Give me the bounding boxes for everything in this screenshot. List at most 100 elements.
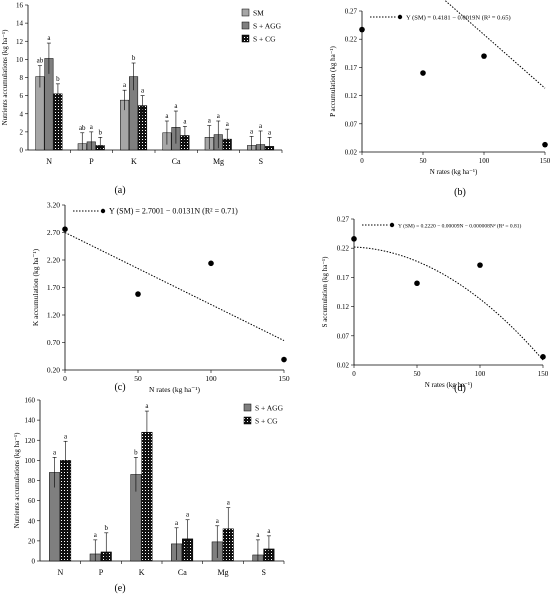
panel-a: 0 2 4 6 8 10 12 14 16 Nutrients accumulations (kg…	[1, 2, 283, 166]
legend-label: S + CG	[255, 417, 278, 426]
y-tick-label: 80	[28, 477, 36, 485]
legend-label: Y (SM) = 0.2220 − 0.00009N − 0.000008N² …	[398, 223, 522, 230]
caption-d: (d)	[454, 383, 466, 394]
y-tick-label: 0.12	[337, 303, 350, 311]
x-tick-label: Ca	[172, 157, 181, 166]
captions: (a) (b) (c) (d) (e)	[114, 185, 465, 594]
significance-letter: a	[174, 102, 178, 110]
legend-swatch	[241, 34, 250, 43]
y-tick-label: 0.02	[337, 362, 350, 370]
y-axis-label-d: S accumulation (kg ha⁻¹)	[321, 256, 329, 328]
y-tick-label: 6	[20, 92, 24, 100]
x-tick-label: 0	[63, 374, 67, 383]
y-tick-label: 2.20	[47, 256, 60, 265]
y-axis-label-e: Nutrients accumulations (kg ha⁻¹)	[13, 432, 21, 528]
y-tick-label: 2.70	[47, 228, 60, 237]
y-tick-label: 8	[20, 74, 24, 82]
data-point	[135, 291, 141, 297]
panel-b: 0.02 0.07 0.12 0.17 0.22 0.27 0 50 100 150 N rates…	[329, 0, 550, 176]
y-axis-label-b: P accumulation (kg ha⁻¹)	[329, 46, 337, 117]
y-tick-label: 0.22	[337, 245, 350, 253]
x-tick-label: 0	[360, 157, 364, 165]
significance-letter: a	[183, 117, 187, 125]
legend-label: SM	[253, 9, 264, 18]
data-point	[62, 226, 68, 232]
y-tick-label: 0.07	[337, 332, 350, 340]
y-tick-label: 16	[16, 2, 24, 10]
caption-a: (a)	[114, 185, 125, 196]
significance-letter: a	[64, 432, 68, 440]
significance-letter: a	[47, 34, 51, 42]
x-tick-label: P	[99, 568, 104, 577]
significance-letter: a	[227, 499, 231, 507]
x-tick-label: Mg	[217, 568, 228, 577]
legend-marker	[100, 208, 106, 214]
y-tick-label: 10	[16, 56, 24, 64]
legend-marker	[397, 14, 403, 20]
x-tick-label: 100	[205, 374, 217, 383]
x-tick-label: 100	[475, 370, 486, 378]
significance-letter: a	[94, 531, 98, 539]
significance-letter: a	[226, 120, 230, 128]
x-tick-label: N	[46, 157, 52, 166]
caption-c: (c)	[114, 382, 125, 393]
y-tick-label: 0	[32, 558, 36, 566]
significance-letter: a	[208, 117, 212, 125]
x-tick-label: 0	[352, 370, 356, 378]
legend-label: S + AGG	[255, 404, 284, 413]
y-tick-label: 0.12	[345, 92, 358, 100]
y-axis-label-a: Nutrients accumulations (kg ha⁻¹)	[1, 29, 9, 125]
panel-c: 0.20 0.70 1.20 1.70 2.20 2.70 3.20 0 50 100 150 N r…	[31, 201, 290, 395]
y-tick-label: 160	[25, 397, 36, 405]
significance-letter: a	[141, 87, 145, 95]
y-tick-label: 2	[20, 128, 24, 136]
x-tick-label: P	[89, 157, 94, 166]
y-tick-label: 20	[28, 537, 36, 545]
legend-label: Y (SM) = 0.4181 − 0.0019N (R² = 0.65)	[406, 15, 511, 22]
significance-letter: ab	[37, 57, 44, 65]
legend-swatch	[241, 8, 250, 17]
panel-d: 0.02 0.07 0.12 0.17 0.22 0.27 0 50 100 150 N rates…	[321, 216, 549, 390]
legend-swatch	[243, 416, 252, 425]
x-tick-label: K	[139, 568, 145, 577]
significance-letter: a	[259, 122, 263, 130]
y-tick-label: 0.20	[47, 366, 60, 375]
x-tick-label: 150	[540, 157, 550, 165]
data-point	[359, 26, 365, 33]
x-tick-label: Ca	[178, 568, 187, 577]
y-tick-label: 40	[28, 517, 36, 525]
y-tick-label: 1.20	[47, 311, 60, 320]
legend-label: S + CG	[253, 35, 276, 44]
x-tick-label: S	[259, 157, 263, 166]
legend-label: S + AGG	[253, 22, 282, 31]
x-tick-label: Mg	[213, 157, 224, 166]
y-tick-label: 0.70	[47, 338, 60, 347]
significance-letter: a	[175, 519, 179, 527]
x-tick-label: 100	[479, 157, 490, 165]
x-tick-label: 150	[278, 374, 290, 383]
x-axis-label-d: N rates (kg ha⁻¹)	[425, 381, 473, 389]
y-tick-label: 14	[16, 20, 24, 28]
trendline	[443, 0, 546, 89]
significance-letter: a	[250, 127, 254, 135]
significance-letter: a	[267, 527, 271, 535]
y-tick-label: 0.17	[345, 64, 358, 72]
y-tick-label: 0.02	[345, 149, 358, 157]
significance-letter: a	[217, 112, 221, 120]
significance-letter: a	[90, 123, 94, 131]
data-point	[481, 53, 487, 59]
x-tick-label: 50	[420, 157, 428, 165]
caption-b: (b)	[454, 187, 466, 198]
y-tick-label: 120	[25, 437, 36, 445]
y-tick-label: 1.70	[47, 283, 60, 292]
y-tick-label: 0.17	[337, 274, 350, 282]
x-axis-label-b: N rates (kg ha⁻¹)	[430, 168, 478, 176]
bar	[35, 76, 45, 151]
caption-e: (e)	[114, 583, 125, 594]
trendline	[353, 246, 544, 361]
y-tick-label: 100	[25, 457, 36, 465]
significance-letter: b	[56, 75, 60, 83]
y-tick-label: 60	[28, 497, 36, 505]
trendline	[64, 232, 285, 342]
